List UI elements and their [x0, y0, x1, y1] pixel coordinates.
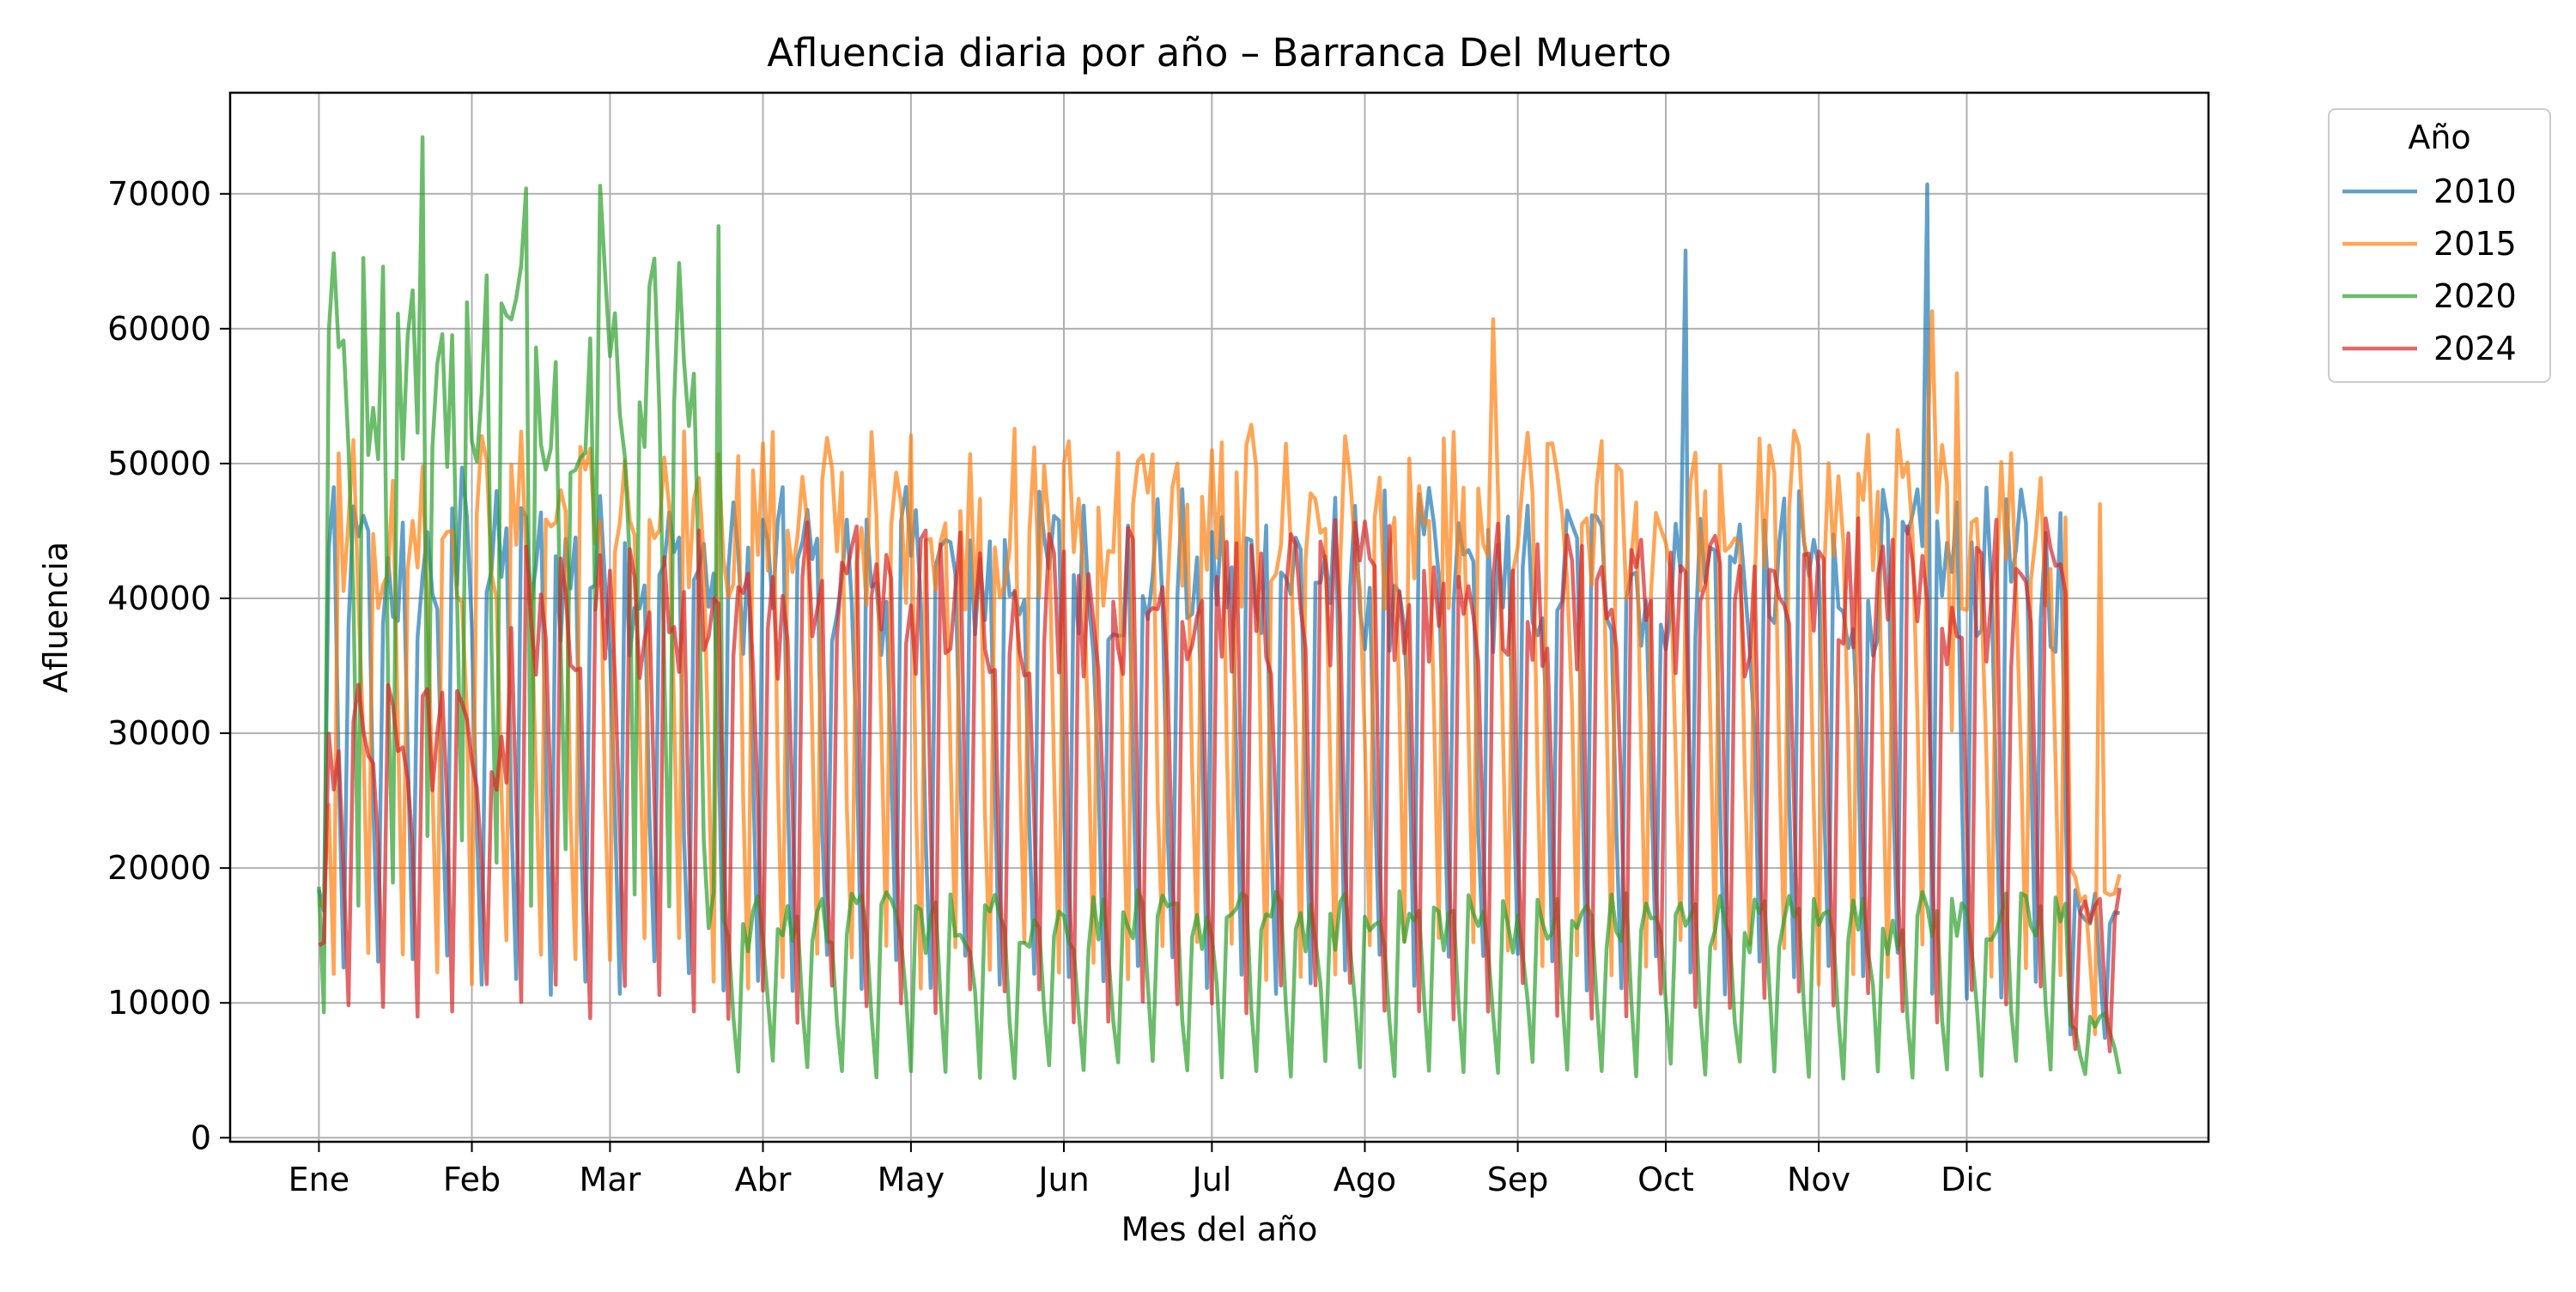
plot-frame — [228, 91, 2210, 1143]
x-tick-label: Ago — [1334, 1161, 1396, 1198]
x-axis: Ene Feb Mar Abr May Jun Jul Ago Sep Oct Nov Dic — [289, 1142, 1993, 1198]
y-tick-label: 60000 — [107, 310, 211, 348]
x-tick-label: Nov — [1787, 1161, 1850, 1198]
y-tick-label: 40000 — [107, 579, 211, 617]
legend-label-2020: 2020 — [2433, 277, 2517, 315]
series-line-2015 — [317, 309, 2122, 1036]
x-tick-label: Oct — [1637, 1161, 1694, 1198]
x-tick-label: Abr — [735, 1161, 792, 1198]
legend-box — [2328, 108, 2551, 383]
series-line-2020 — [317, 135, 2122, 1081]
y-axis-label: Afluencia — [37, 542, 75, 693]
x-axis-label: Mes del año — [1121, 1210, 1318, 1248]
x-tick-label: Jul — [1190, 1161, 1231, 1198]
series-line-2010 — [317, 182, 2121, 1040]
series-layer — [317, 135, 2122, 1081]
x-tick-label: Sep — [1487, 1161, 1549, 1198]
y-tick-label: 50000 — [107, 445, 211, 482]
y-tick-label: 70000 — [107, 175, 211, 213]
y-tick-label: 20000 — [107, 849, 211, 887]
x-tick-label: Mar — [580, 1161, 641, 1198]
legend-label-2010: 2010 — [2433, 173, 2517, 210]
chart-title: Afluencia diaria por año – Barranca Del … — [767, 30, 1671, 76]
y-axis: 0 10000 20000 30000 40000 50000 60000 70000 — [107, 175, 230, 1156]
legend: Año 2010 2015 2020 2024 — [2328, 108, 2551, 383]
series-line-2024 — [318, 516, 2122, 1053]
legend-title: Año — [2408, 118, 2470, 156]
x-tick-label: Feb — [443, 1161, 501, 1198]
x-tick-label: May — [878, 1161, 945, 1198]
legend-label-2024: 2024 — [2433, 330, 2517, 367]
x-tick-label: Ene — [289, 1161, 349, 1198]
y-tick-label: 0 — [191, 1119, 211, 1156]
x-tick-label: Dic — [1941, 1161, 1993, 1198]
x-tick-label: Jun — [1036, 1161, 1089, 1198]
y-tick-label: 30000 — [107, 714, 211, 752]
legend-label-2015: 2015 — [2433, 225, 2517, 263]
y-tick-label: 10000 — [107, 984, 211, 1022]
